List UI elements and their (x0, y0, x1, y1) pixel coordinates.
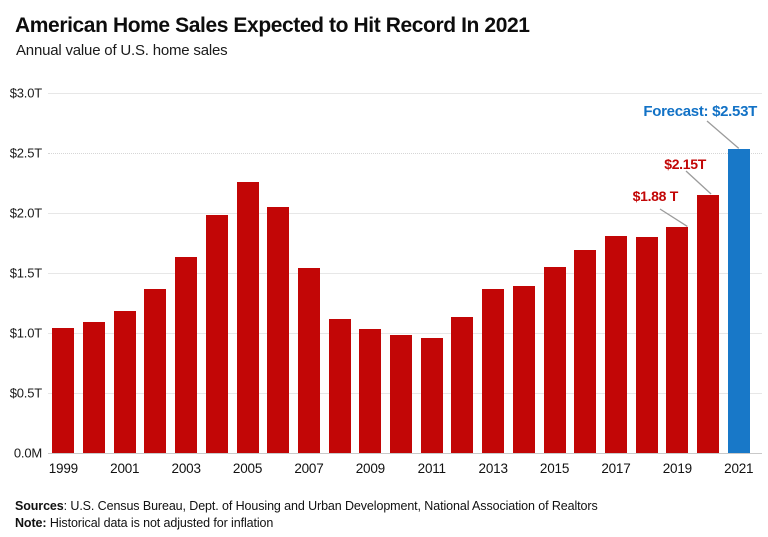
x-tick-label: 2015 (539, 461, 570, 476)
bar-2016 (574, 250, 597, 453)
bar-2018 (635, 237, 658, 453)
bar-2009 (359, 329, 382, 453)
sources-label: Sources (15, 499, 64, 513)
annotation-2020-value: $2.15T (664, 156, 706, 172)
bar-2001 (113, 311, 136, 453)
x-tick-label: 2019 (662, 461, 692, 476)
gridline (48, 153, 762, 154)
bar-2010 (390, 335, 413, 453)
note-text: Historical data is not adjusted for infl… (46, 515, 274, 530)
bar-2012 (451, 317, 474, 453)
y-tick-label: $1.0T (9, 325, 42, 341)
bar-2020 (697, 195, 720, 453)
bar-2017 (604, 235, 627, 453)
x-tick-label: 2001 (110, 461, 140, 476)
y-tick-label: $2.5T (9, 145, 42, 161)
x-tick-label: 2013 (478, 461, 508, 476)
sources-line: Sources: U.S. Census Bureau, Dept. of Ho… (15, 498, 598, 515)
note-label: Note: (15, 515, 47, 530)
bar-2006 (267, 207, 290, 453)
gridline (48, 213, 762, 214)
chart-footer: Sources: U.S. Census Bureau, Dept. of Ho… (15, 498, 598, 531)
x-tick-label: 2021 (724, 461, 754, 476)
gridline (48, 273, 762, 274)
gridline (48, 93, 762, 94)
note-line: Note: Historical data is not adjusted fo… (15, 515, 598, 532)
bar-2007 (297, 268, 320, 453)
sources-text: : U.S. Census Bureau, Dept. of Housing a… (63, 499, 598, 513)
y-tick-label: $0.5T (9, 385, 42, 401)
x-tick-label: 2005 (232, 461, 263, 476)
bar-2015 (543, 267, 566, 453)
bar-2021 (727, 149, 750, 453)
chart-subtitle: Annual value of U.S. home sales (16, 42, 228, 59)
x-tick-label: 2009 (355, 461, 385, 476)
bar-2005 (236, 181, 259, 453)
x-tick-label: 2003 (171, 461, 201, 476)
y-tick-label: $2.0T (9, 205, 42, 221)
bar-2013 (482, 288, 505, 453)
x-tick-label: 2007 (294, 461, 324, 476)
annotation-2019-value: $1.88 T (632, 188, 679, 204)
y-tick-label: $1.5T (9, 265, 42, 281)
bar-2011 (420, 337, 443, 453)
bar-2000 (83, 322, 106, 453)
gridline (48, 453, 762, 454)
y-tick-label: 0.0M (13, 445, 42, 461)
bar-2019 (666, 227, 689, 453)
bar-2002 (144, 288, 167, 453)
bar-1999 (52, 328, 75, 453)
bar-2008 (328, 318, 351, 453)
bar-2004 (205, 215, 228, 453)
x-tick-label: 2017 (601, 461, 631, 476)
y-tick-label: $3.0T (9, 85, 42, 101)
chart-title: American Home Sales Expected to Hit Reco… (15, 14, 530, 37)
bar-2014 (512, 286, 535, 453)
x-tick-label: 1999 (48, 461, 78, 476)
annotation-forecast-2021: Forecast: $2.53T (643, 103, 757, 120)
bar-2003 (175, 257, 198, 453)
gridline (48, 333, 762, 334)
x-tick-label: 2011 (417, 461, 446, 476)
